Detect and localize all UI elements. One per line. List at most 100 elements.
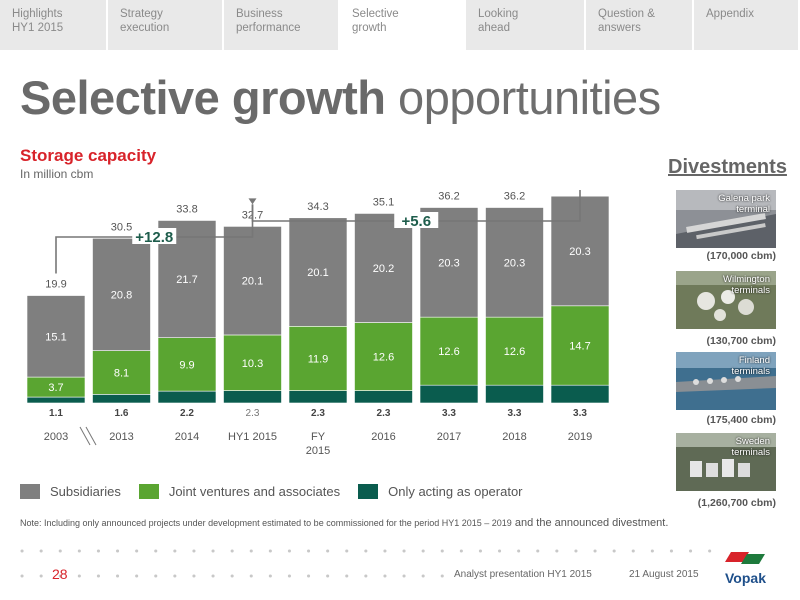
bar-segment: [354, 213, 413, 323]
chart-title: Storage capacity: [20, 146, 157, 165]
growth-arrow-2003-hy1-label: +12.8: [135, 229, 173, 246]
operator-value-label: 3.3: [573, 408, 587, 419]
bar-segment: [354, 322, 413, 391]
sweden-image: [676, 433, 776, 491]
segment-value-label: 12.6: [438, 346, 459, 358]
bar-segment: [550, 305, 610, 386]
footnote: Note: Including only announced projects …: [20, 517, 668, 529]
sweden-photo: Sweden terminals: [676, 433, 776, 491]
title-rest: opportunities: [385, 71, 661, 124]
segment-value-label: 10.3: [242, 358, 263, 370]
page-number: 28: [52, 566, 68, 582]
legend-item-operator: Only acting as operator: [358, 484, 523, 499]
category-label: 2013: [109, 431, 133, 443]
bar-segment: [223, 390, 282, 404]
bar-total-label: 33.8: [176, 203, 197, 215]
tab-looking-ahead[interactable]: Looking ahead: [466, 0, 586, 50]
galena-park-label: Galena park terminal: [718, 193, 770, 215]
page-title: Selective growth opportunities: [20, 70, 661, 125]
storage-capacity-chart: 1.1 3.7 15.1 19.9 2003 1.6 8.1 20.8 30.5 2013 2.2 9…: [26, 190, 610, 457]
wilmington-image: [676, 271, 776, 329]
legend-swatch-joint-ventures: [138, 484, 159, 499]
operator-value-label: 3.3: [442, 408, 456, 419]
operator-value-label: 1.6: [115, 408, 129, 419]
segment-value-label: 20.1: [307, 267, 328, 279]
legend-label: Joint ventures and associates: [168, 484, 341, 499]
operator-value-label: 3.3: [508, 408, 522, 419]
operator-value-label: 2.3: [311, 408, 325, 419]
segment-value-label: 20.1: [242, 276, 263, 288]
legend-swatch-subsidiaries: [20, 484, 40, 499]
segment-value-label: 21.7: [176, 274, 197, 286]
vopak-logo-mark-green: [741, 554, 765, 564]
segment-value-label: 3.7: [48, 382, 63, 394]
growth-arrow-hy1-2019-label: +5.6: [401, 213, 431, 230]
legend-item-joint-ventures: Joint ventures and associates: [138, 484, 341, 499]
segment-value-label: 11.9: [308, 353, 329, 365]
tab-highlights[interactable]: Highlights HY1 2015: [0, 0, 108, 50]
dotted-divider-top: [20, 549, 722, 553]
sweden-capacity: (1,260,700 cbm): [697, 497, 776, 509]
bar-segment: [485, 384, 544, 404]
vopak-logo: Vopak: [725, 552, 766, 586]
footer-date: 21 August 2015: [629, 569, 699, 580]
legend-label: Subsidiaries: [50, 484, 121, 499]
footnote-large: and the announced divestment.: [511, 517, 669, 529]
segment-value-label: 8.1: [114, 367, 129, 379]
bar-segment: [223, 334, 282, 391]
bar-segment: [92, 237, 151, 351]
bar-segment: [419, 384, 479, 404]
growth-arrow-2003-hy1-arrowhead: [248, 198, 257, 205]
operator-value-label: 1.1: [49, 408, 63, 419]
tab-selective-growth[interactable]: Selective growth: [340, 0, 466, 50]
category-label: 2015: [306, 445, 330, 457]
vopak-logo-text: Vopak: [725, 570, 766, 586]
bar-segment: [288, 217, 348, 327]
finland-image: [676, 352, 776, 410]
section-nav: Highlights HY1 2015 Strategy execution B…: [0, 0, 800, 50]
divestments-title: Divestments: [668, 156, 787, 178]
segment-value-label: 14.7: [569, 340, 590, 352]
tab-question-answers[interactable]: Question & answers: [586, 0, 694, 50]
axis-break-mark: [85, 426, 97, 446]
segment-value-label: 12.6: [373, 352, 394, 364]
category-label: 2016: [371, 431, 395, 443]
tab-appendix[interactable]: Appendix: [694, 0, 800, 50]
bar-segment: [223, 226, 282, 336]
operator-value-label: 2.2: [180, 408, 194, 419]
segment-value-label: 12.6: [504, 346, 525, 358]
category-label: 2003: [44, 431, 68, 443]
finland-capacity: (175,400 cbm): [706, 414, 776, 426]
bar-segment: [92, 394, 151, 404]
category-label: 2019: [568, 431, 592, 443]
sweden-label: Sweden terminals: [731, 436, 770, 458]
tab-strategy-execution[interactable]: Strategy execution: [108, 0, 224, 50]
segment-value-label: 20.3: [504, 257, 525, 269]
axis-break-mark: [79, 426, 91, 446]
galena-park-capacity: (170,000 cbm): [706, 250, 776, 262]
tab-business-performance[interactable]: Business performance: [224, 0, 340, 50]
bar-segment: [288, 390, 348, 404]
galena-park-photo: Galena park terminal: [676, 190, 776, 248]
bar-total-label: 34.3: [307, 201, 328, 213]
finland-label: Finland terminals: [731, 355, 770, 377]
wilmington-capacity: (130,700 cbm): [706, 335, 776, 347]
finland-photo: Finland terminals: [676, 352, 776, 410]
vopak-logo-mark-red: [725, 552, 749, 562]
growth-arrow-hy1-2019-label-bg: [394, 212, 439, 228]
chart-legend: Subsidiaries Joint ventures and associat…: [20, 484, 541, 499]
category-label: 2018: [502, 431, 526, 443]
segment-value-label: 9.9: [179, 359, 194, 371]
bar-segment: [485, 316, 544, 386]
category-label: 2014: [175, 431, 199, 443]
footnote-small: Note: Including only announced projects …: [20, 518, 512, 528]
bar-segment: [485, 207, 544, 318]
bar-total-label: 35.1: [373, 196, 394, 208]
bar-segment: [157, 337, 217, 392]
segment-value-label: 15.1: [45, 331, 66, 343]
galena-park-image: [676, 190, 776, 248]
segment-value-label: 20.3: [569, 246, 590, 258]
category-label: 2017: [437, 431, 461, 443]
operator-value-label: 2.3: [246, 408, 260, 419]
bar-segment: [26, 295, 86, 378]
